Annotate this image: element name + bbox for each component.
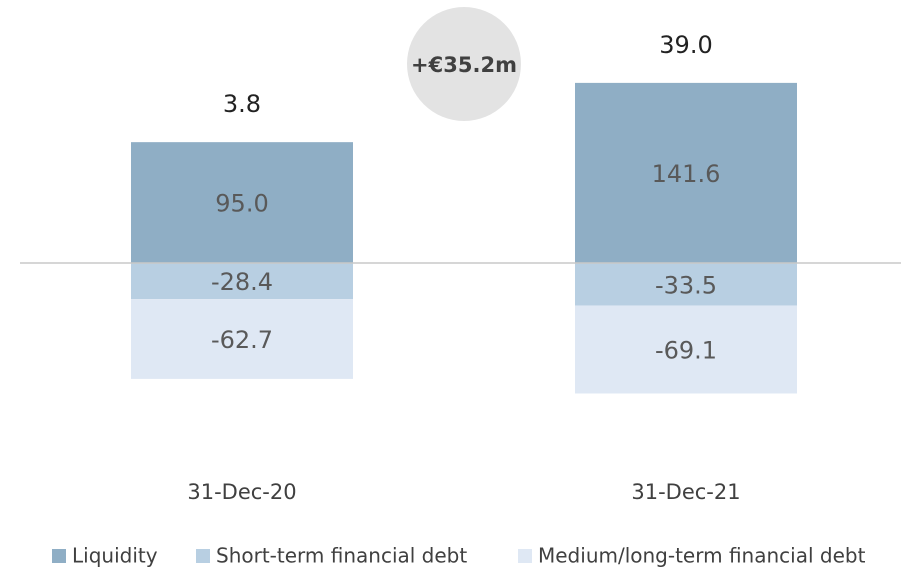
bar-segment	[575, 305, 797, 394]
total-label: 3.8	[223, 90, 261, 118]
x-tick-label: 31-Dec-20	[187, 480, 296, 504]
x-tick-label: 31-Dec-21	[631, 480, 740, 504]
annotation-circle	[407, 7, 521, 121]
data-label: 141.6	[652, 160, 721, 188]
legend-swatch	[518, 549, 532, 563]
bar-segment	[131, 299, 353, 379]
legend-label: Short-term financial debt	[216, 544, 467, 568]
legend-label: Liquidity	[72, 544, 158, 568]
bar-segment	[575, 263, 797, 306]
legend-label: Medium/long-term financial debt	[538, 544, 866, 568]
bar-segment	[575, 82, 797, 263]
data-label: -33.5	[655, 271, 717, 299]
data-label: -62.7	[211, 326, 273, 354]
bar-segment	[131, 142, 353, 263]
annotation: +€35.2m	[411, 53, 517, 77]
legend-swatch	[52, 549, 66, 563]
legend-swatch	[196, 549, 210, 563]
total-label: 39.0	[659, 31, 712, 59]
data-label: -28.4	[211, 268, 273, 296]
data-label: -69.1	[655, 337, 717, 365]
bar-segment	[131, 263, 353, 300]
data-label: 95.0	[215, 190, 268, 218]
